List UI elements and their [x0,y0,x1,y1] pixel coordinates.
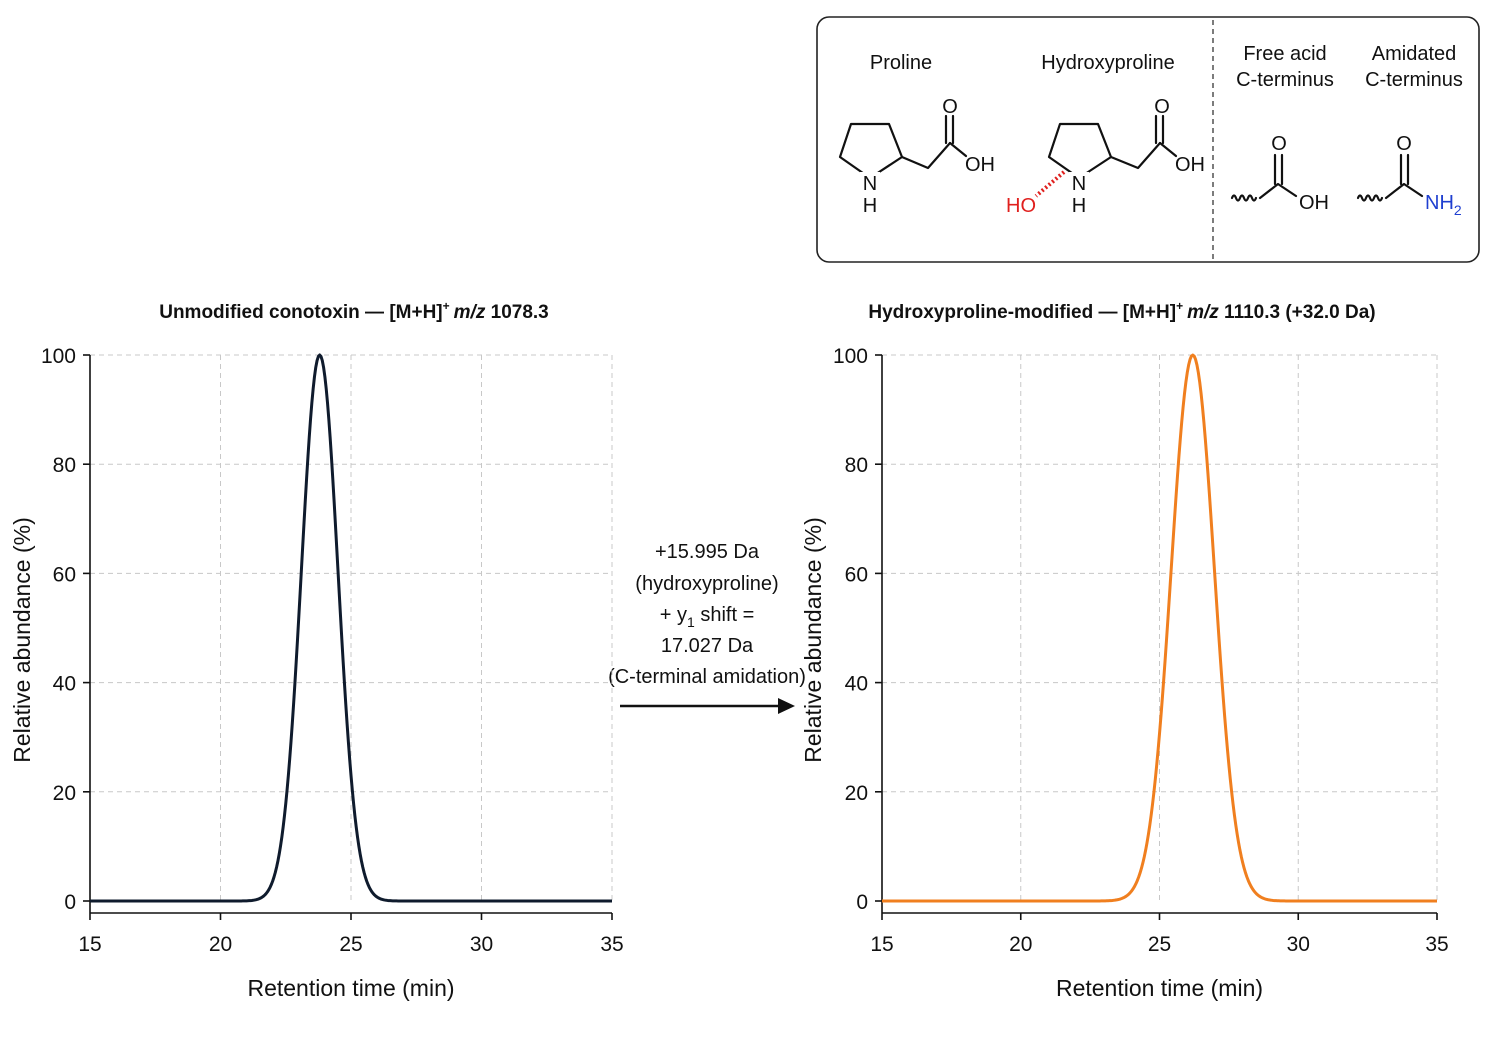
proline-n: N [863,173,877,195]
y-tick-label: 100 [41,345,76,368]
y-tick-label: 20 [53,782,76,805]
proline-o: O [942,96,958,118]
title-prefix: Hydroxyproline-modified — [M+H] [868,302,1176,323]
chart-title: Unmodified conotoxin — [M+H]+ m/z 1078.3 [159,299,549,323]
title-suffix: 1110.3 (+32.0 Da) [1219,302,1376,323]
title-mz: m/z [454,302,486,323]
free-acid-oh: OH [1299,192,1329,214]
x-tick-label: 30 [470,933,493,956]
arrow-head-icon [778,698,795,714]
amidated-nh-text: NH [1425,192,1454,214]
series-line-0 [89,353,613,903]
hydroxyproline-oh: OH [1175,154,1205,176]
hydroxyproline-ho: HO [1006,195,1036,217]
x-tick-label: 35 [600,933,623,956]
y-tick-label: 0 [856,891,868,914]
annotation-line-3-prefix: + y [660,604,687,626]
x-tick-label: 15 [870,933,893,956]
y-axis-label: Relative abundance (%) [800,517,826,762]
title-suffix: 1078.3 [485,302,548,323]
y-tick-label: 40 [845,673,868,696]
annotation-line-1: +15.995 Da [655,541,760,563]
amidated-o: O [1396,133,1412,155]
hydroxyproline-structure-icon [1034,114,1178,198]
annotation-line-4: 17.027 Da [661,635,754,657]
y-tick-label: 0 [64,891,76,914]
free-acid-structure-icon [1230,153,1298,202]
amidated-nh-sub: 2 [1454,202,1462,218]
amidated-label-1: Amidated [1372,43,1457,65]
annotation-line-3-sub: 1 [687,614,695,630]
chart-unmodified: 0 20 40 60 80 100 15 20 25 30 35 Retention time (mi… [9,299,624,1001]
title-prefix: Unmodified conotoxin — [M+H] [159,302,442,323]
x-tick-label: 30 [1287,933,1310,956]
y-tick-label: 20 [845,782,868,805]
structures-box: Proline O OH N H Hydroxyproline O OH N H… [816,16,1480,263]
x-tick-label: 35 [1425,933,1448,956]
x-axis-label: Retention time (min) [1056,975,1263,1001]
annotation-line-2: (hydroxyproline) [635,573,778,595]
hydroxyproline-o: O [1154,96,1170,118]
hydroxyproline-label: Hydroxyproline [1041,52,1174,74]
amidated-label-2: C-terminus [1365,69,1463,91]
y-tick-label: 100 [833,345,868,368]
title-mz: m/z [1187,302,1219,323]
proline-h: H [863,195,877,217]
y-tick-label: 80 [845,454,868,477]
amidated-nh: NH2 [1425,192,1462,218]
y-tick-label: 60 [53,563,76,586]
free-acid-o: O [1271,133,1287,155]
x-tick-label: 25 [1148,933,1171,956]
title-sup: + [1176,299,1183,313]
y-axis-label: Relative abundance (%) [9,517,35,762]
annotation-line-3-suffix: shift = [695,604,754,626]
y-tick-label: 60 [845,563,868,586]
y-tick-label: 40 [53,673,76,696]
proline-structure-icon [838,114,968,180]
x-tick-label: 20 [209,933,232,956]
x-axis-label: Retention time (min) [247,975,454,1001]
annotation-line-3: + y1 shift = [660,604,755,630]
amidated-structure-icon [1356,153,1424,202]
x-tick-label: 15 [78,933,101,956]
x-tick-label: 20 [1009,933,1032,956]
title-sup: + [443,299,450,313]
chart-hydroxyproline: 0 20 40 60 80 100 15 20 25 30 35 Retention time (mi… [800,299,1449,1001]
proline-label: Proline [870,52,932,74]
annotation-line-5: (C-terminal amidation) [608,666,806,688]
proline-oh: OH [965,154,995,176]
chart-title: Hydroxyproline-modified — [M+H]+ m/z 1110… [868,299,1375,323]
hydroxyproline-h: H [1072,195,1086,217]
mass-shift-annotation: +15.995 Da (hydroxyproline) + y1 shift =… [608,541,806,714]
hydroxyproline-n: N [1072,173,1086,195]
x-tick-label: 25 [339,933,362,956]
y-tick-label: 80 [53,454,76,477]
free-acid-label-1: Free acid [1243,43,1326,65]
series-line-0 [881,353,1438,903]
free-acid-label-2: C-terminus [1236,69,1334,91]
